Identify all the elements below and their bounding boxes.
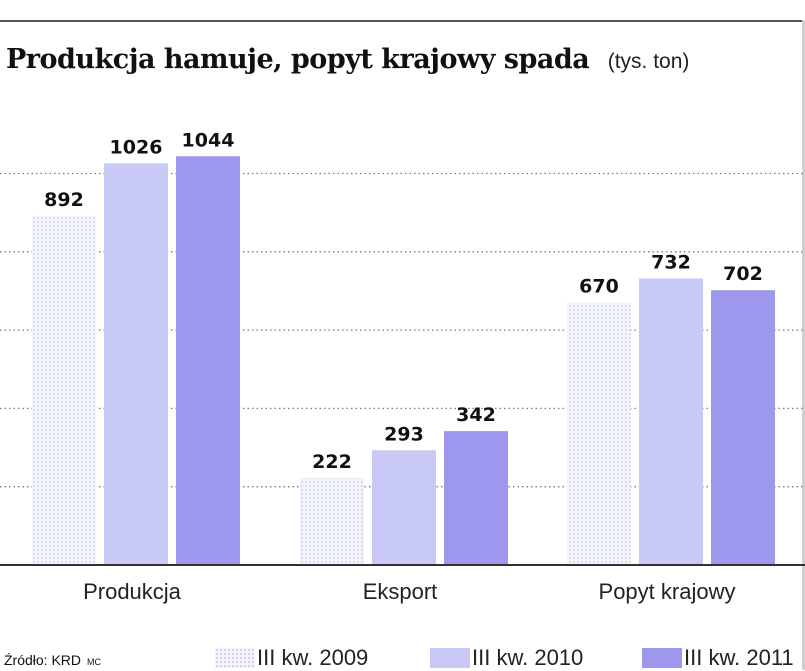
legend-swatch-2010 (430, 648, 470, 668)
bar (300, 478, 364, 565)
bar-chart: 892 1026 1044 222 293 342 670 732 702 Produkcja E… (0, 129, 805, 604)
bar-value-label: 702 (723, 263, 763, 285)
source-text: Źródło: KRD (4, 652, 82, 668)
source-note: Źródło: KRD MC (4, 652, 101, 668)
legend-swatch-2011 (642, 648, 682, 668)
category-label: Eksport (363, 579, 438, 604)
bar (104, 163, 168, 566)
bar (639, 278, 703, 565)
legend-label-2010: III kw. 2010 (472, 645, 584, 670)
chart-unit: (tys. ton) (607, 50, 690, 73)
bar (372, 450, 436, 565)
credit-text: MC (87, 657, 102, 667)
bar (567, 302, 631, 565)
legend-label-2009: III kw. 2009 (257, 645, 369, 670)
legend-item-2009: III kw. 2009 (215, 645, 368, 671)
legend-label-2011: III kw. 2011 (684, 645, 794, 670)
right-border (802, 20, 805, 670)
bar-value-label: 293 (384, 423, 424, 445)
legend-item-2011: III kw. 2011 (642, 645, 794, 671)
legend-swatch-2009 (215, 648, 255, 668)
bar (711, 290, 775, 565)
bar-value-label: 1044 (182, 129, 235, 151)
bar (444, 431, 508, 565)
legend-item-2010: III kw. 2010 (430, 645, 583, 671)
bar-value-label: 892 (44, 189, 84, 211)
top-rule (0, 20, 805, 22)
bar (32, 215, 96, 566)
bar-value-label: 342 (456, 404, 496, 426)
bar-value-label: 222 (312, 451, 352, 473)
category-label: Popyt krajowy (599, 579, 736, 604)
bar-value-label: 1026 (110, 136, 163, 158)
category-label: Produkcja (83, 579, 182, 604)
chart-title: Produkcja hamuje, popyt krajowy spada (6, 44, 590, 75)
bar-value-label: 670 (579, 276, 619, 298)
bar-value-label: 732 (651, 251, 691, 273)
chart-header: Produkcja hamuje, popyt krajowy spada (t… (6, 44, 689, 75)
bar (176, 156, 240, 566)
